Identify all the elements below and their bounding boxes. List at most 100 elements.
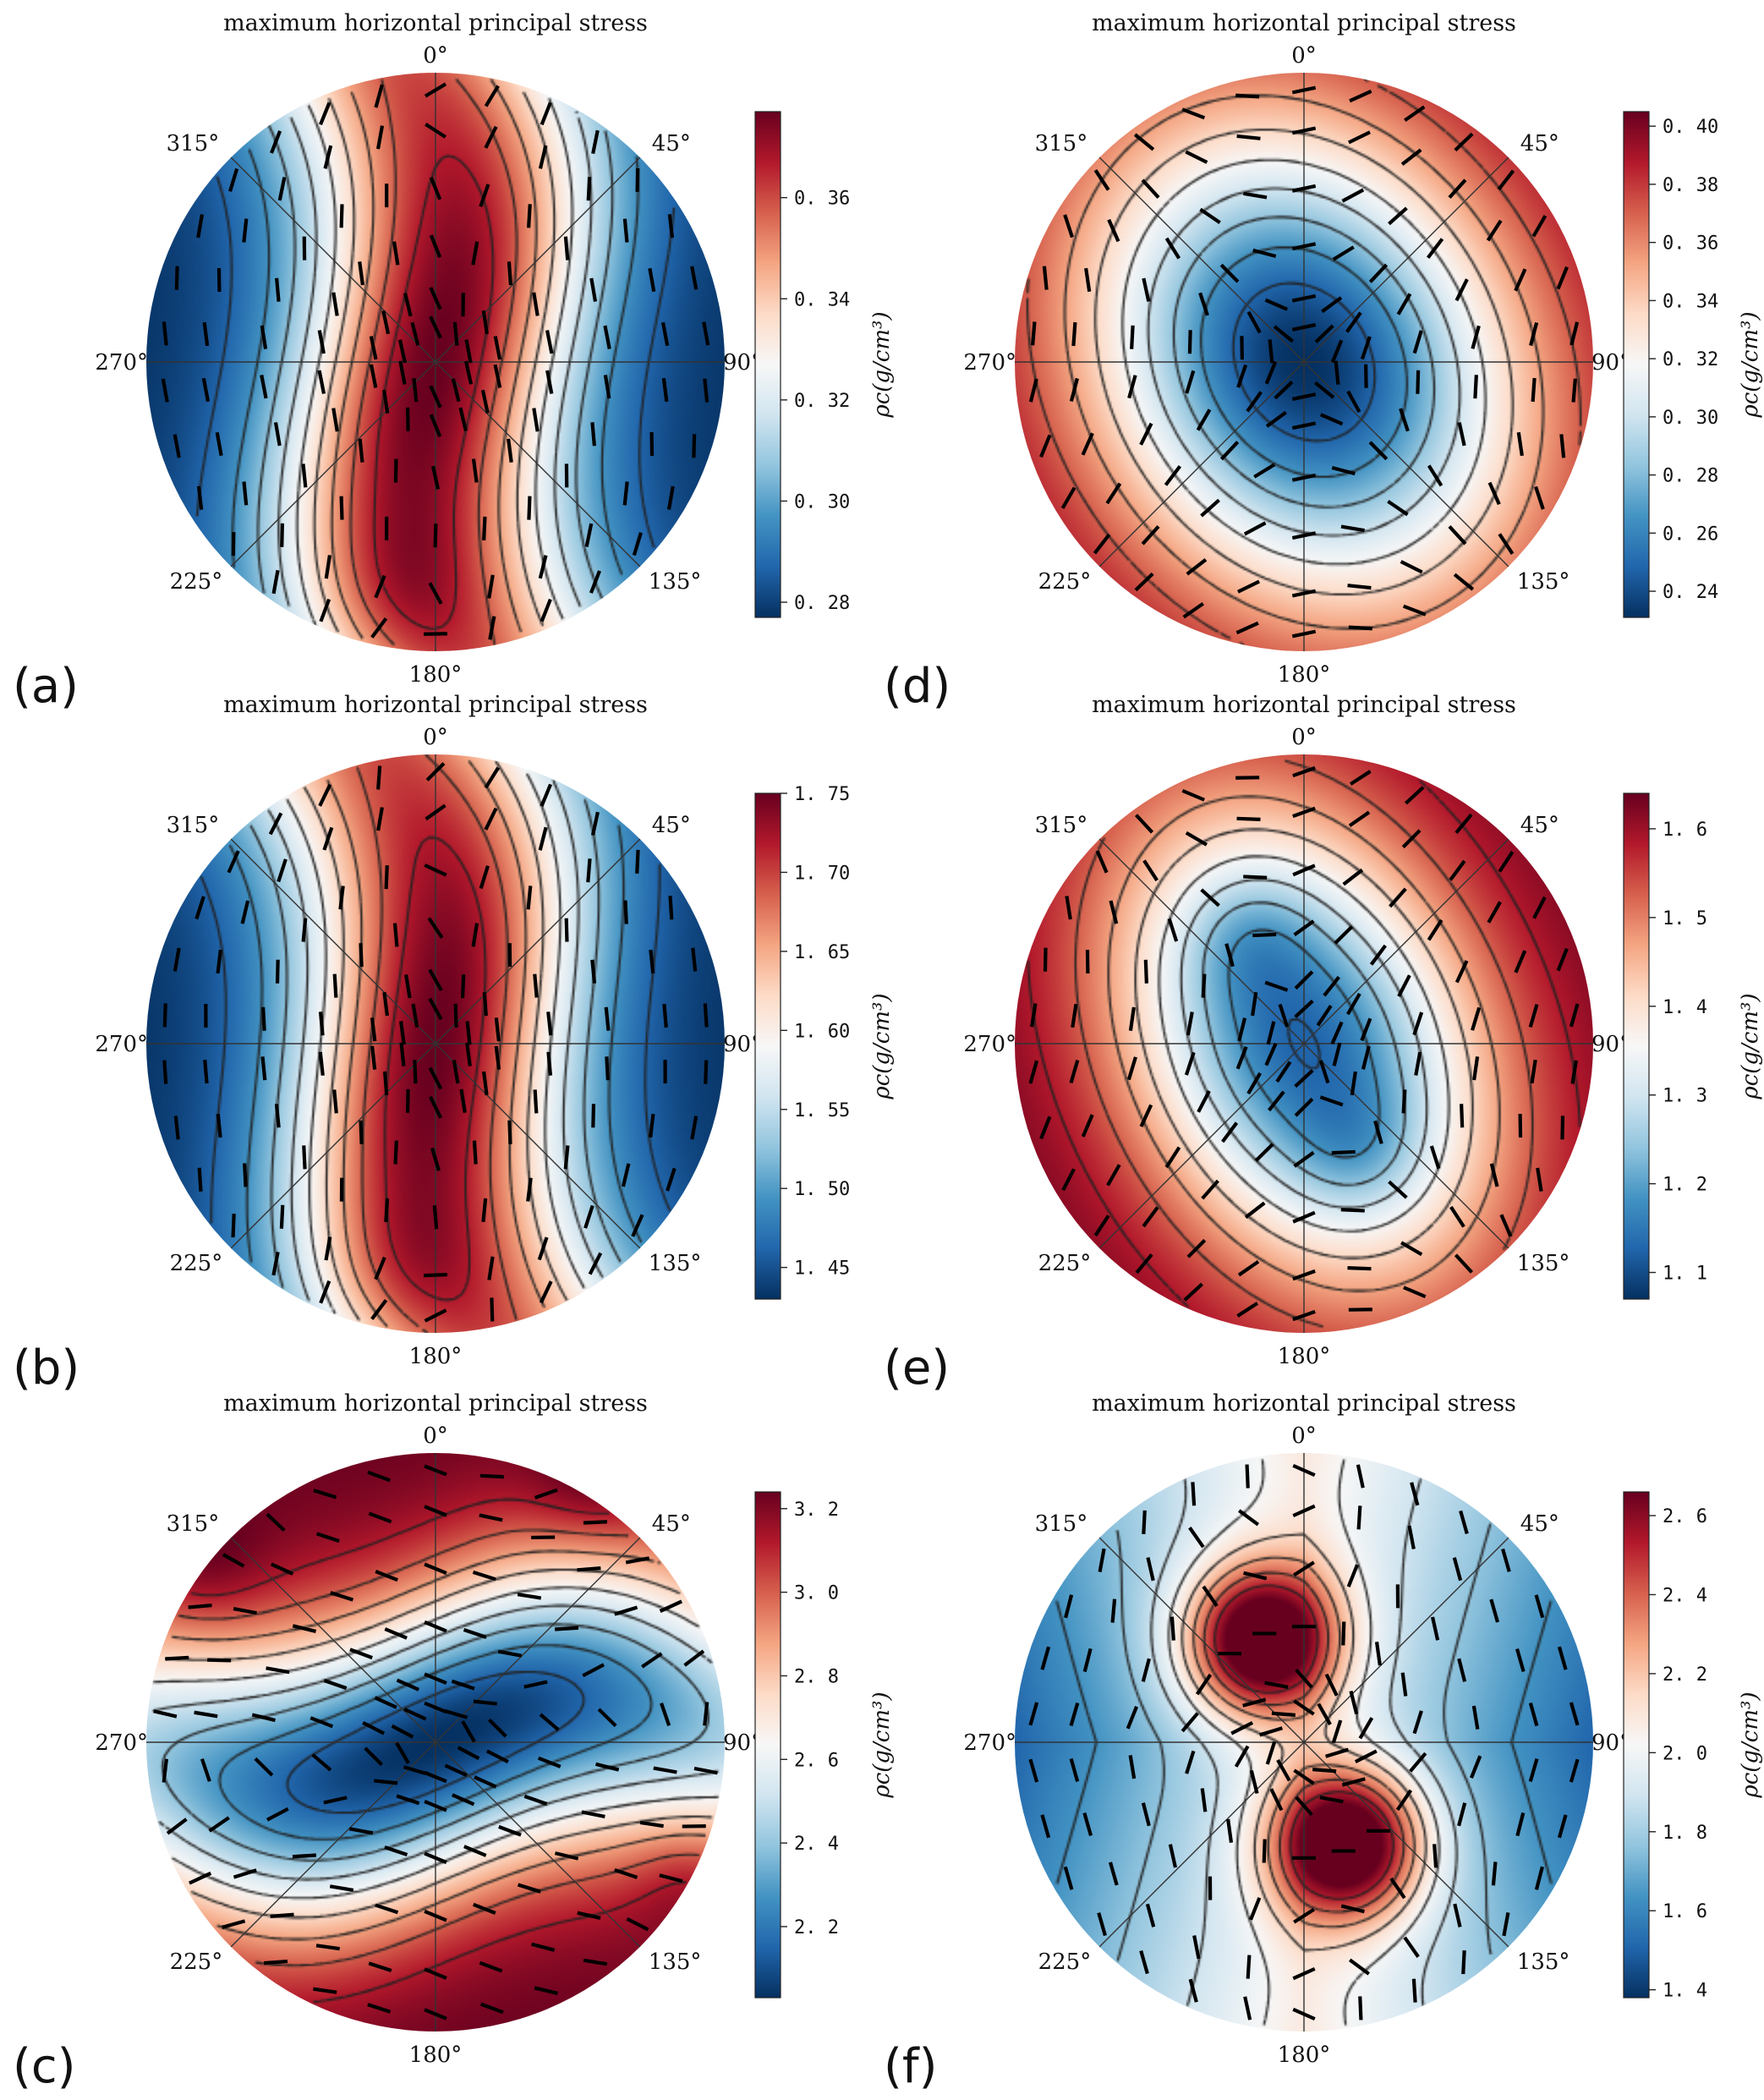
orientation-tick [1449,859,1466,881]
orientation-tick [703,1702,709,1726]
orientation-tick [1292,864,1316,877]
orientation-tick [1331,1719,1343,1744]
orientation-tick [1293,1699,1315,1716]
orientation-tick [1221,1121,1239,1143]
orientation-tick [1340,1904,1365,1914]
orientation-tick [429,177,442,200]
orientation-tick [591,129,600,155]
angle-label: 45° [1520,131,1559,156]
panel-title: maximum horizontal principal stress [1092,1390,1516,1417]
orientation-tick [471,923,479,947]
orientation-tick [216,1113,222,1138]
orientation-tick [1200,888,1220,907]
orientation-tick [362,1721,386,1735]
panel-letter: (c) [13,2039,75,2094]
orientation-tick [1230,1721,1254,1735]
orientation-tick [690,266,698,290]
panel-letter: (f) [884,2039,937,2094]
orientation-tick [464,339,473,364]
orientation-tick [1291,85,1317,95]
orientation-tick [540,783,553,808]
orientation-tick [1291,392,1317,401]
orientation-tick [1356,1464,1365,1489]
orientation-tick [590,811,600,836]
orientation-tick [583,1958,608,1966]
orientation-tick [546,1051,553,1076]
orientation-tick [367,1470,392,1483]
orientation-tick [376,807,384,831]
orientation-tick [1186,1238,1207,1258]
orientation-tick [1400,1241,1423,1257]
polar-spoke [1303,156,1509,363]
orientation-tick [1412,1710,1423,1735]
orientation-tick [1084,267,1092,293]
orientation-tick [1128,1755,1137,1779]
colorbar-tick-label: 1. 6 [1663,820,1707,841]
colorbar-tick-label: 0. 32 [794,391,850,412]
orientation-tick [424,1505,447,1517]
orientation-tick [465,1021,472,1045]
orientation-tick [392,241,400,266]
orientation-tick [538,145,548,169]
orientation-tick [527,204,532,228]
orientation-tick [1039,434,1052,458]
orientation-tick [1133,133,1155,151]
orientation-tick [162,1003,167,1028]
orientation-tick [1264,1043,1278,1066]
orientation-tick [162,1060,168,1084]
polar-spoke [230,1043,436,1249]
orientation-tick [370,617,388,639]
orientation-tick [481,310,489,335]
orientation-tick [625,1556,650,1565]
orientation-tick [480,389,490,414]
orientation-tick [1093,1214,1110,1236]
colorbar-tick-label: 2. 4 [1663,1585,1707,1606]
orientation-tick [1236,816,1261,821]
angle-label: 135° [649,1251,702,1276]
orientation-tick [1235,93,1260,99]
orientation-tick [1498,851,1515,873]
orientation-tick [428,1095,443,1119]
orientation-tick [173,1116,180,1140]
orientation-tick [465,1042,472,1066]
orientation-tick [203,1059,209,1084]
orientation-tick [368,1961,392,1972]
orientation-tick [292,1853,317,1859]
orientation-tick [1224,943,1235,968]
orientation-tick [1187,330,1192,354]
colorbar-tick-label: 1. 45 [794,1258,850,1280]
orientation-tick [1185,1750,1196,1774]
orientation-tick [1319,413,1344,426]
orientation-tick [396,1794,420,1806]
orientation-tick [189,1871,212,1885]
orientation-tick [370,1298,388,1320]
orientation-tick [463,1628,487,1639]
orientation-tick [583,1204,594,1229]
orientation-ticks [1028,85,1580,639]
orientation-tick [323,1679,348,1691]
orientation-tick [1188,1527,1205,1549]
colorbar-tick-label: 1. 5 [1663,908,1707,929]
orientation-tick [1497,169,1515,191]
orientation-tick [332,1089,338,1114]
orientation-tick [1040,1814,1051,1839]
angle-label: 270° [963,1032,1016,1057]
angle-label: 0° [1291,725,1317,750]
orientation-tick [1069,1757,1080,1783]
orientation-tick [507,261,513,286]
orientation-tick [660,1702,671,1726]
orientation-tick [1269,1788,1284,1812]
orientation-tick [1569,1702,1580,1726]
orientation-tick [1487,901,1502,924]
orientation-tick [374,1256,386,1280]
orientation-tick [1065,896,1072,920]
orientation-tick [174,266,179,290]
orientation-tick [429,385,442,408]
orientation-tick [381,389,390,414]
orientation-tick [614,1605,638,1616]
orientation-tick [429,287,442,310]
orientation-tick [194,896,205,920]
colorbar-tick-label: 2. 6 [1663,1506,1707,1527]
orientation-tick [1426,238,1444,260]
